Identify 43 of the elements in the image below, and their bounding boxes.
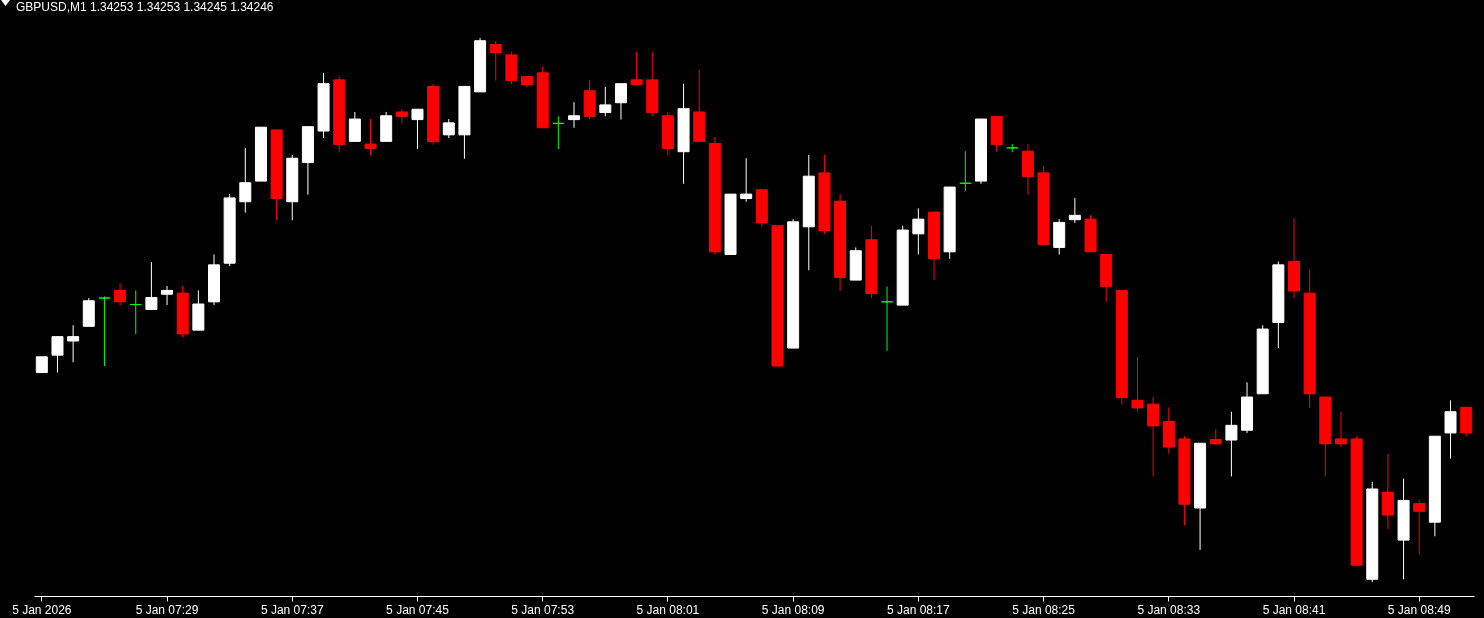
candlestick	[239, 147, 252, 214]
x-tick-label: 5 Jan 07:37	[260, 602, 324, 617]
x-tick-label: 5 Jan 07:29	[135, 602, 199, 617]
candlestick	[348, 111, 361, 142]
candlestick	[630, 51, 643, 86]
candlestick	[1147, 396, 1160, 477]
candlestick	[145, 261, 158, 310]
x-tick-label: 5 Jan 07:45	[386, 602, 450, 617]
x-tick-label: 5 Jan 08:25	[1012, 602, 1076, 617]
x-tick-label: 5 Jan 2026	[12, 602, 72, 617]
chart-title: GBPUSD,M1 1.34253 1.34253 1.34245 1.34246	[16, 0, 274, 14]
candlestick	[411, 108, 424, 150]
candlestick	[1131, 356, 1144, 413]
candlestick	[881, 286, 894, 352]
candlestick	[1444, 399, 1457, 460]
x-tick-label: 5 Jan 08:01	[636, 602, 700, 617]
candlestick	[1381, 453, 1394, 530]
x-tick-label: 5 Jan 07:53	[511, 602, 575, 617]
x-tick-label: 5 Jan 08:41	[1262, 602, 1326, 617]
candlestick	[599, 86, 612, 117]
candlestick	[98, 295, 111, 367]
candlestick	[959, 150, 972, 192]
candlestick	[740, 157, 753, 203]
candlestick	[1068, 197, 1081, 224]
candlestick	[51, 336, 64, 374]
candlestick	[1225, 411, 1238, 477]
candlestick	[552, 115, 565, 150]
candlestick	[568, 101, 580, 129]
candlestick	[1334, 411, 1347, 448]
candlestick	[614, 83, 627, 121]
candlestick	[1413, 499, 1426, 555]
candlestick	[161, 285, 174, 306]
candlestick	[67, 324, 80, 363]
candlestick	[912, 207, 925, 256]
candlestick	[489, 40, 502, 81]
candlestick	[129, 289, 142, 335]
candlestick	[442, 118, 455, 139]
candlestick	[364, 118, 377, 156]
x-tick-label: 5 Jan 08:33	[1137, 602, 1201, 617]
x-tick-label: 5 Jan 08:09	[761, 602, 825, 617]
candlestick	[114, 282, 127, 307]
x-tick-label: 5 Jan 08:49	[1387, 602, 1451, 617]
x-tick-label: 5 Jan 08:17	[886, 602, 951, 617]
